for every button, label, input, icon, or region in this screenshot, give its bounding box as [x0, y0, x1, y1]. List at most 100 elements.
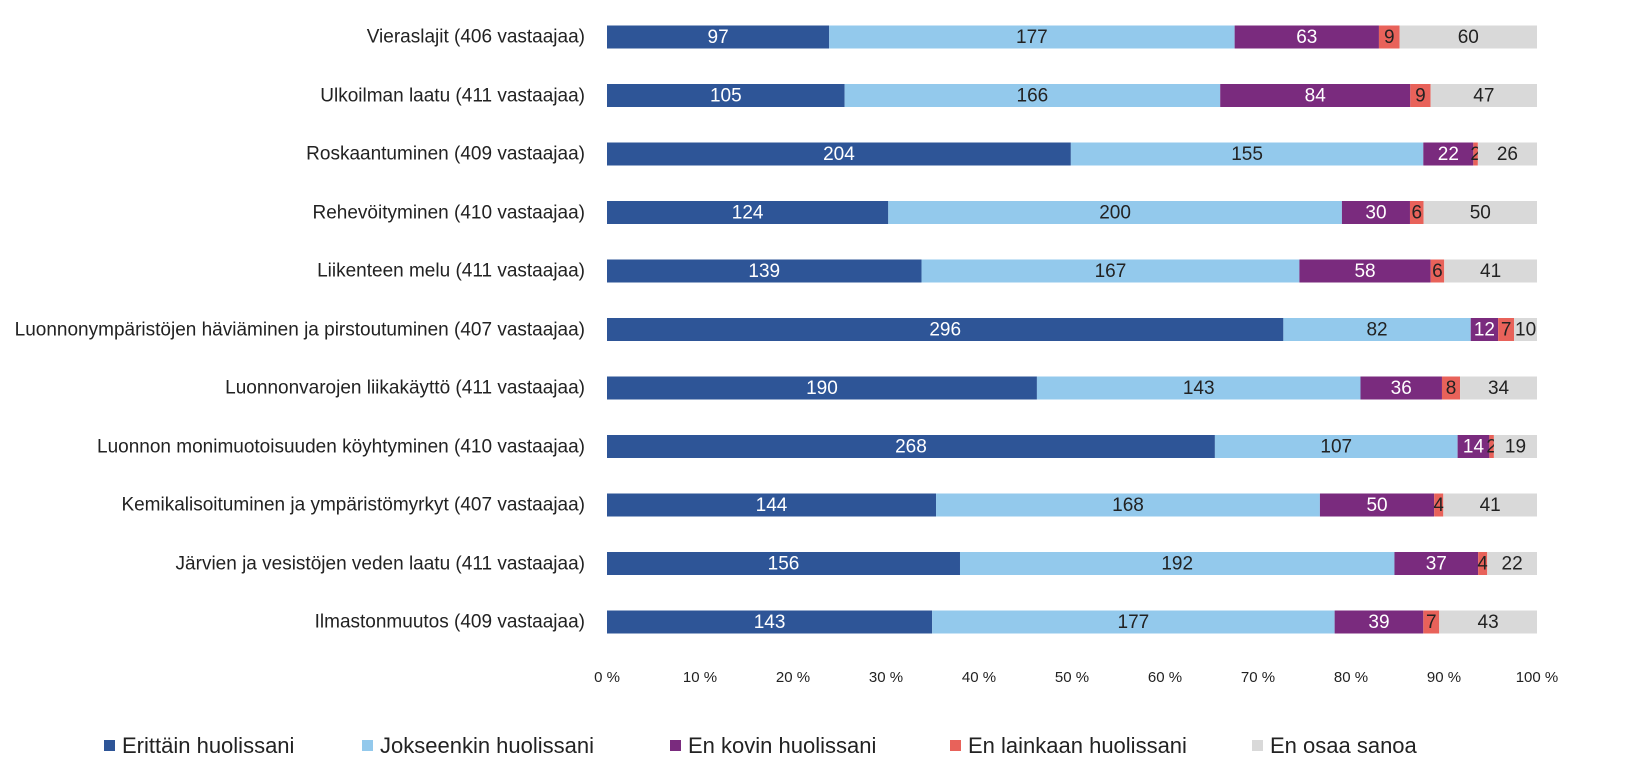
data-label: 7 [1501, 320, 1512, 341]
bar-segment [607, 318, 1284, 341]
category-label: Ilmastonmuutos (409 vastaajaa) [314, 611, 585, 633]
data-label: 124 [732, 203, 764, 224]
data-label: 192 [1161, 554, 1193, 575]
bar-segment [1473, 142, 1478, 166]
bar-segment [1460, 376, 1537, 400]
data-label: 41 [1480, 261, 1501, 282]
data-label: 34 [1488, 378, 1510, 399]
data-label: 63 [1296, 27, 1317, 48]
data-label: 4 [1477, 554, 1488, 575]
bar-segment [607, 201, 889, 224]
legend-label: Jokseenkin huolissani [380, 733, 594, 758]
x-tick-label: 10 % [683, 669, 717, 686]
bar-segment [844, 84, 1221, 107]
category-label: Ulkoilman laatu (411 vastaajaa) [320, 85, 585, 106]
bar-segment [607, 142, 1071, 166]
category-label: Järvien ja vesistöjen veden laatu (411 v… [175, 553, 585, 574]
legend-swatch [1252, 740, 1263, 751]
data-label: 84 [1305, 86, 1327, 107]
data-label: 7 [1426, 612, 1437, 633]
bar-segment [1220, 84, 1411, 107]
data-label: 168 [1112, 495, 1144, 516]
legend-swatch [104, 740, 115, 751]
data-label: 268 [895, 437, 927, 458]
legend-swatch [950, 740, 961, 751]
bar-segment [607, 376, 1037, 400]
data-label: 177 [1118, 612, 1150, 633]
category-label: Liikenteen melu (411 vastaajaa) [317, 260, 585, 282]
bar-segment [921, 259, 1300, 283]
data-label: 6 [1411, 203, 1422, 224]
data-label: 47 [1473, 86, 1494, 107]
category-label: Roskaantuminen (409 vastaajaa) [306, 143, 585, 165]
data-label: 4 [1433, 495, 1444, 516]
bar-segment [1443, 493, 1537, 517]
bar-segment [1487, 552, 1537, 575]
data-label: 19 [1505, 437, 1526, 458]
bar-segment [1444, 259, 1537, 283]
x-tick-label: 80 % [1334, 669, 1368, 686]
data-label: 139 [748, 261, 780, 282]
bar-segment [1430, 259, 1445, 283]
bar-segment [607, 493, 937, 517]
x-tick-label: 30 % [869, 669, 903, 686]
bar-segment [1478, 552, 1488, 575]
data-label: 41 [1480, 495, 1501, 516]
data-label: 167 [1095, 261, 1127, 282]
legend-swatch [362, 740, 373, 751]
data-label: 107 [1320, 437, 1352, 458]
data-label: 8 [1446, 378, 1457, 399]
data-label: 155 [1231, 144, 1263, 165]
bar-segment [1423, 142, 1474, 166]
data-label: 9 [1384, 27, 1395, 48]
bar-segment [1441, 376, 1461, 400]
data-label: 143 [754, 612, 786, 633]
data-label: 156 [768, 554, 800, 575]
data-label: 43 [1478, 612, 1499, 633]
data-label: 177 [1016, 27, 1048, 48]
bar-segment [1234, 25, 1379, 49]
data-label: 26 [1497, 144, 1518, 165]
bar-segment [1394, 552, 1479, 575]
data-label: 30 [1365, 203, 1386, 224]
bar-segment [607, 25, 830, 49]
category-label: Luonnonvarojen liikakäyttö (411 vastaaja… [225, 377, 585, 399]
bar-segment [1409, 201, 1424, 224]
bar-segment [1360, 376, 1442, 400]
category-label: Luonnon monimuotoisuuden köyhtyminen (41… [97, 436, 585, 457]
bar-segment [1430, 84, 1537, 107]
data-label: 58 [1354, 261, 1375, 282]
bar-segment [607, 552, 960, 575]
data-label: 22 [1438, 144, 1459, 165]
bar-segment [1283, 318, 1471, 341]
bar-segment [607, 435, 1215, 458]
x-tick-label: 40 % [962, 669, 996, 686]
data-label: 36 [1391, 378, 1412, 399]
legend-label: En lainkaan huolissani [968, 733, 1187, 758]
category-label: Vieraslajit (406 vastaajaa) [366, 26, 585, 48]
legend-label: En osaa sanoa [1270, 733, 1418, 758]
bar-segment [936, 493, 1320, 517]
bar-segment [1470, 318, 1499, 341]
bar-segment [1498, 318, 1515, 341]
x-tick-label: 20 % [776, 669, 810, 686]
bar-segment [1299, 259, 1431, 283]
data-label: 6 [1432, 261, 1443, 282]
bar-segment [1378, 25, 1400, 49]
category-label: Rehevöityminen (410 vastaajaa) [312, 202, 586, 223]
bar-segment [607, 259, 922, 283]
data-label: 166 [1017, 86, 1049, 107]
bar-segment [1514, 318, 1537, 341]
legend-label: Erittäin huolissani [122, 733, 294, 758]
x-tick-label: 60 % [1148, 669, 1182, 686]
bar-segment [1410, 84, 1431, 107]
x-tick-label: 0 % [594, 669, 620, 686]
bar-segment [1319, 493, 1435, 517]
data-label: 37 [1426, 554, 1447, 575]
data-label: 50 [1470, 203, 1491, 224]
data-label: 10 [1515, 320, 1536, 341]
x-tick-label: 70 % [1241, 669, 1275, 686]
data-label: 105 [710, 86, 742, 107]
data-label: 9 [1415, 86, 1426, 107]
